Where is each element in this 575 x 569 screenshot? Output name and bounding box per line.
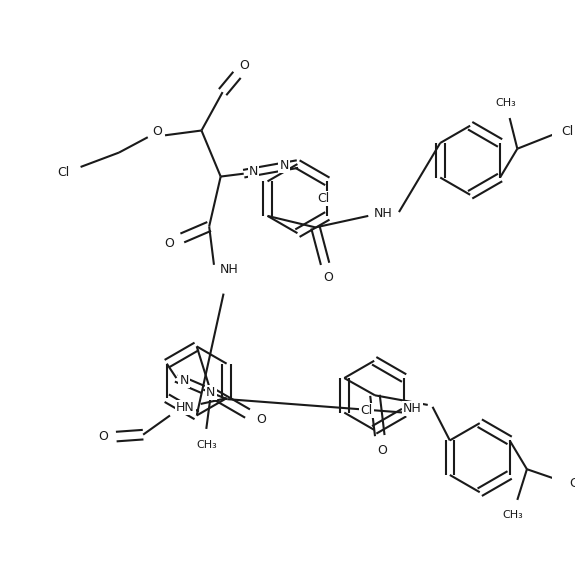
Text: NH: NH — [403, 402, 422, 415]
Text: N: N — [179, 374, 189, 387]
Text: HN: HN — [176, 401, 195, 414]
Text: Cl: Cl — [569, 477, 575, 490]
Text: N: N — [279, 159, 289, 171]
Text: O: O — [256, 413, 266, 426]
Text: CH₃: CH₃ — [196, 440, 217, 450]
Text: N: N — [206, 386, 216, 399]
Text: Cl: Cl — [561, 125, 573, 138]
Text: O: O — [164, 237, 174, 250]
Text: NH: NH — [374, 208, 393, 220]
Text: O: O — [98, 430, 108, 443]
Text: CH₃: CH₃ — [496, 98, 516, 108]
Text: Cl: Cl — [361, 404, 373, 417]
Text: Cl: Cl — [57, 166, 70, 179]
Text: NH: NH — [220, 263, 239, 276]
Text: O: O — [239, 59, 248, 72]
Text: Cl: Cl — [317, 192, 329, 205]
Text: CH₃: CH₃ — [502, 510, 523, 520]
Text: O: O — [378, 443, 388, 456]
Text: N: N — [248, 165, 258, 178]
Text: O: O — [323, 271, 333, 284]
Text: O: O — [152, 125, 162, 138]
